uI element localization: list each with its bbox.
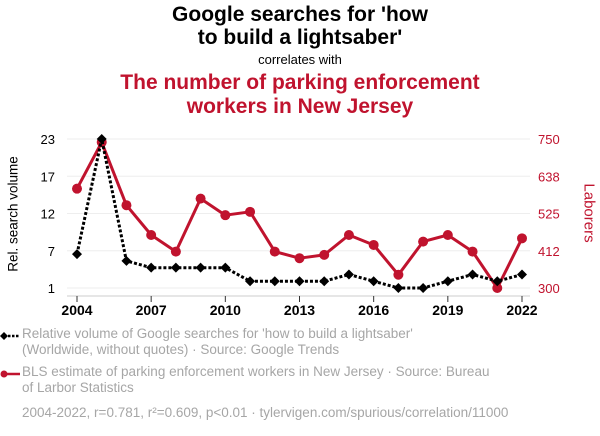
- x-tick-label: 2022: [506, 302, 537, 318]
- data-point-searches: [492, 276, 503, 287]
- data-point-workers: [467, 246, 478, 257]
- y-left-tick-label: 12: [41, 207, 55, 222]
- data-point-searches: [121, 255, 132, 266]
- data-point-workers: [121, 200, 132, 211]
- y-right-tick-label: 300: [538, 281, 560, 296]
- data-point-searches: [269, 276, 280, 287]
- gridlines: [67, 138, 530, 289]
- data-point-workers: [72, 183, 82, 194]
- data-point-searches: [343, 269, 354, 280]
- axes: 1 300 7 412 12 525 17 638 23 750 2004 2007 2010 2013 2…: [41, 132, 560, 318]
- x-tick-label: 2016: [358, 302, 389, 318]
- x-tick-label: 2013: [284, 302, 315, 318]
- legend-item-searches-line1: Relative volume of Google searches for '…: [22, 326, 413, 341]
- data-point-searches: [467, 269, 478, 280]
- x-tick-label: 2010: [210, 302, 241, 318]
- data-point-searches: [294, 276, 305, 287]
- data-point-searches: [146, 262, 157, 273]
- data-point-workers: [269, 246, 280, 257]
- data-point-workers: [368, 239, 379, 250]
- chart-title-secondary: The number of parking enforcement worker…: [0, 71, 600, 119]
- legend-item-workers-line2: of Larbor Statistics: [22, 380, 134, 395]
- y-left-tick-label: 1: [48, 281, 55, 296]
- data-point-searches: [368, 276, 379, 287]
- legend-item-searches-line2: (Worldwide, without quotes) · Source: Go…: [22, 342, 340, 357]
- data-point-searches: [245, 276, 256, 287]
- data-point-searches: [195, 262, 206, 273]
- y-axis-right-label: Laborers: [580, 183, 598, 243]
- data-point-workers: [195, 193, 206, 204]
- data-point-searches: [418, 283, 429, 293]
- data-point-searches: [170, 262, 181, 273]
- data-point-searches: [442, 276, 453, 287]
- data-point-searches: [220, 262, 231, 273]
- data-point-workers: [245, 206, 256, 217]
- data-point-workers: [492, 283, 503, 293]
- data-point-searches: [96, 134, 107, 144]
- data-point-workers: [319, 249, 330, 260]
- x-tick-label: 2007: [136, 302, 167, 318]
- data-point-searches: [393, 283, 404, 293]
- data-point-searches: [517, 269, 527, 280]
- data-point-workers: [393, 269, 404, 280]
- y-right-tick-label: 525: [538, 207, 560, 222]
- y-right-tick-label: 412: [538, 244, 560, 259]
- x-tick-label: 2004: [61, 302, 92, 318]
- x-tick-label: 2019: [432, 302, 463, 318]
- chart-subtitle: correlates with: [258, 52, 342, 67]
- data-point-searches: [72, 249, 82, 260]
- y-left-tick-label: 7: [48, 244, 55, 259]
- chart-title-line1: Google searches for 'how: [172, 3, 428, 26]
- data-point-workers: [294, 253, 305, 264]
- data-point-workers: [170, 246, 181, 257]
- data-point-workers: [220, 210, 231, 221]
- y-right-tick-label: 750: [538, 132, 560, 147]
- y-left-tick-label: 17: [41, 169, 55, 184]
- chart-title-secondary-line2: workers in New Jersey: [186, 95, 414, 118]
- legend-marker-diamond-icon: [0, 332, 20, 340]
- y-axis-left-label: Rel. search volume: [5, 156, 21, 272]
- y-right-tick-label: 638: [538, 169, 560, 184]
- y-left-tick-label: 23: [41, 132, 55, 147]
- data-point-workers: [146, 230, 157, 241]
- data-point-workers: [517, 233, 527, 244]
- data-point-workers: [343, 230, 354, 241]
- data-point-workers: [442, 230, 453, 241]
- data-point-searches: [319, 276, 330, 287]
- legend-marker-circle-icon: [0, 370, 20, 378]
- footer-stats: 2004-2022, r=0.781, r²=0.609, p<0.01 · t…: [22, 405, 509, 420]
- chart-title-secondary-line1: The number of parking enforcement: [120, 71, 480, 94]
- chart-title: Google searches for 'how to build a ligh…: [0, 3, 600, 49]
- legend-item-workers-line1: BLS estimate of parking enforcement work…: [22, 364, 490, 379]
- series-layer: [72, 134, 527, 293]
- data-point-workers: [418, 236, 429, 247]
- chart-title-line2: to build a lightsaber': [197, 26, 403, 49]
